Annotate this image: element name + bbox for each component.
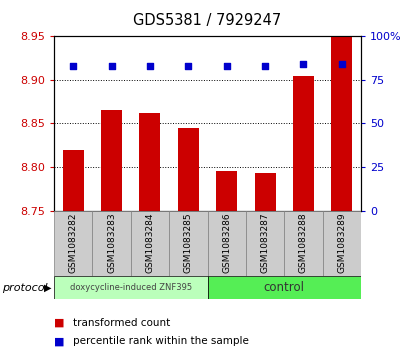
- Text: GSM1083282: GSM1083282: [68, 212, 78, 273]
- Bar: [284, 211, 323, 276]
- Text: protocol: protocol: [2, 283, 48, 293]
- Bar: [101, 110, 122, 211]
- Text: GSM1083287: GSM1083287: [261, 212, 270, 273]
- Text: GSM1083283: GSM1083283: [107, 212, 116, 273]
- Point: [146, 63, 153, 69]
- Bar: [216, 171, 237, 211]
- Point: [70, 63, 76, 69]
- Text: transformed count: transformed count: [73, 318, 170, 328]
- Text: GSM1083285: GSM1083285: [184, 212, 193, 273]
- Text: GSM1083284: GSM1083284: [145, 212, 154, 273]
- Text: GSM1083289: GSM1083289: [337, 212, 347, 273]
- Text: ▶: ▶: [44, 283, 51, 293]
- Bar: [323, 211, 361, 276]
- Text: GSM1083288: GSM1083288: [299, 212, 308, 273]
- Text: GDS5381 / 7929247: GDS5381 / 7929247: [133, 13, 282, 28]
- Bar: [54, 211, 92, 276]
- Point: [339, 61, 345, 67]
- Text: ■: ■: [54, 318, 64, 328]
- Bar: [63, 150, 84, 211]
- Point: [262, 63, 269, 69]
- Bar: [131, 211, 169, 276]
- Point: [300, 61, 307, 67]
- Point: [223, 63, 230, 69]
- Point: [185, 63, 192, 69]
- Bar: [208, 211, 246, 276]
- Bar: [208, 276, 361, 299]
- Bar: [93, 211, 131, 276]
- Text: control: control: [264, 281, 305, 294]
- Bar: [293, 76, 314, 211]
- Bar: [254, 173, 276, 211]
- Bar: [246, 211, 284, 276]
- Text: GSM1083286: GSM1083286: [222, 212, 231, 273]
- Bar: [139, 113, 161, 211]
- Bar: [54, 276, 208, 299]
- Text: ■: ■: [54, 336, 64, 346]
- Point: [108, 63, 115, 69]
- Text: percentile rank within the sample: percentile rank within the sample: [73, 336, 249, 346]
- Text: doxycycline-induced ZNF395: doxycycline-induced ZNF395: [70, 283, 192, 292]
- Bar: [169, 211, 208, 276]
- Bar: [331, 36, 352, 211]
- Bar: [178, 128, 199, 211]
